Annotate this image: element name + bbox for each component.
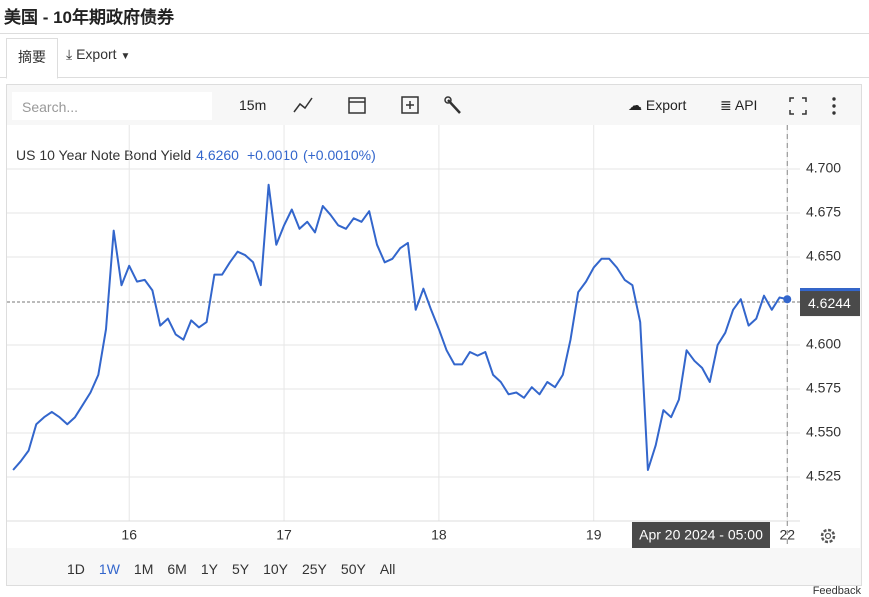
add-icon-plus xyxy=(406,101,414,109)
range-button[interactable]: 6M xyxy=(167,561,187,577)
tab[interactable]: ⤓ Export ▼ xyxy=(66,46,130,63)
chart-type-icon[interactable] xyxy=(293,97,313,113)
price-label-top xyxy=(800,288,860,292)
range-button[interactable]: 1M xyxy=(133,561,154,577)
calendar-icon[interactable] xyxy=(348,97,366,114)
caret: ▼ xyxy=(120,51,131,62)
legend-change: +0.0010 xyxy=(247,147,298,163)
x-tick-label: 16 xyxy=(121,527,137,543)
range-button[interactable]: 25Y xyxy=(301,561,327,577)
fullscreen-icon[interactable] xyxy=(789,97,807,115)
download-icon: ⤓ xyxy=(66,46,73,62)
chart: US 10 Year Note Bond Yield 4.6260 +0.0010 (… xyxy=(7,125,860,560)
search-input[interactable]: Search... xyxy=(12,92,212,120)
y-tick-label: 4.575 xyxy=(806,380,841,396)
y-tick-label: 4.600 xyxy=(806,336,841,352)
plot-background xyxy=(7,125,860,548)
feedback-link[interactable]: Feedback xyxy=(812,585,861,597)
price-label-bg xyxy=(800,288,860,317)
range-button[interactable]: 50Y xyxy=(340,561,366,577)
tab[interactable]: 摘要 xyxy=(6,38,58,79)
line-series xyxy=(12,183,788,471)
y-tick-label: 4.550 xyxy=(806,424,841,440)
add-icon[interactable] xyxy=(401,96,419,114)
y-tick-label: 4.525 xyxy=(806,468,841,484)
price-label: 4.6244 xyxy=(808,295,851,311)
more-icon-dot xyxy=(832,111,836,115)
divider xyxy=(0,77,869,78)
crosshair-label: Apr 20 2024 - 05:00 xyxy=(639,527,763,543)
legend: US 10 Year Note Bond Yield 4.6260 +0.0010 (… xyxy=(16,147,376,163)
api-button[interactable]: ≣ API xyxy=(720,97,757,114)
settings-icon-hole xyxy=(824,532,832,540)
toolbar-icons-right xyxy=(789,97,836,115)
range-button[interactable]: 1D xyxy=(67,561,85,577)
y-tick-label: 4.650 xyxy=(806,248,841,264)
legend-change-pct: (+0.0010%) xyxy=(303,147,376,163)
more-icon-dot xyxy=(832,104,836,108)
db-icon: ≣ xyxy=(720,97,732,113)
settings-icon[interactable] xyxy=(820,528,836,544)
range-button[interactable]: 5Y xyxy=(231,561,250,577)
range-button[interactable]: 10Y xyxy=(263,561,288,577)
range-button[interactable]: 1W xyxy=(98,561,120,577)
y-tick-label: 4.700 xyxy=(806,160,841,176)
x-tick-label: 18 xyxy=(431,527,447,543)
export-label: Export xyxy=(645,97,687,113)
tab-label: Export xyxy=(76,46,117,62)
range-button[interactable]: All xyxy=(379,561,396,577)
divider xyxy=(0,33,869,34)
range-selector: 1D 1W 1M 6M 1Y 5Y 10Y 25Y 50Y All xyxy=(60,561,402,577)
wrench-icon-head xyxy=(444,96,452,104)
legend-value: 4.6260 xyxy=(196,147,239,163)
range-button[interactable]: 1Y xyxy=(200,561,218,577)
crosshair-label-bg xyxy=(632,522,770,549)
page-title: 美国 - 10年期政府债券 xyxy=(4,8,175,27)
y-tick-label: 4.675 xyxy=(806,204,841,220)
toolbar-icons xyxy=(293,96,461,114)
x-tick-label: 19 xyxy=(586,527,602,543)
cloud-icon: ☁ xyxy=(628,97,642,113)
last-point xyxy=(783,295,792,304)
x-tick-label: 17 xyxy=(276,527,292,543)
api-label: API xyxy=(734,97,758,113)
export-button[interactable]: ☁ Export xyxy=(628,97,686,114)
interval-button[interactable]: 15m xyxy=(239,97,267,113)
more-icon[interactable] xyxy=(832,97,836,101)
legend-name: US 10 Year Note Bond Yield xyxy=(16,147,191,163)
range-bar xyxy=(7,548,860,560)
